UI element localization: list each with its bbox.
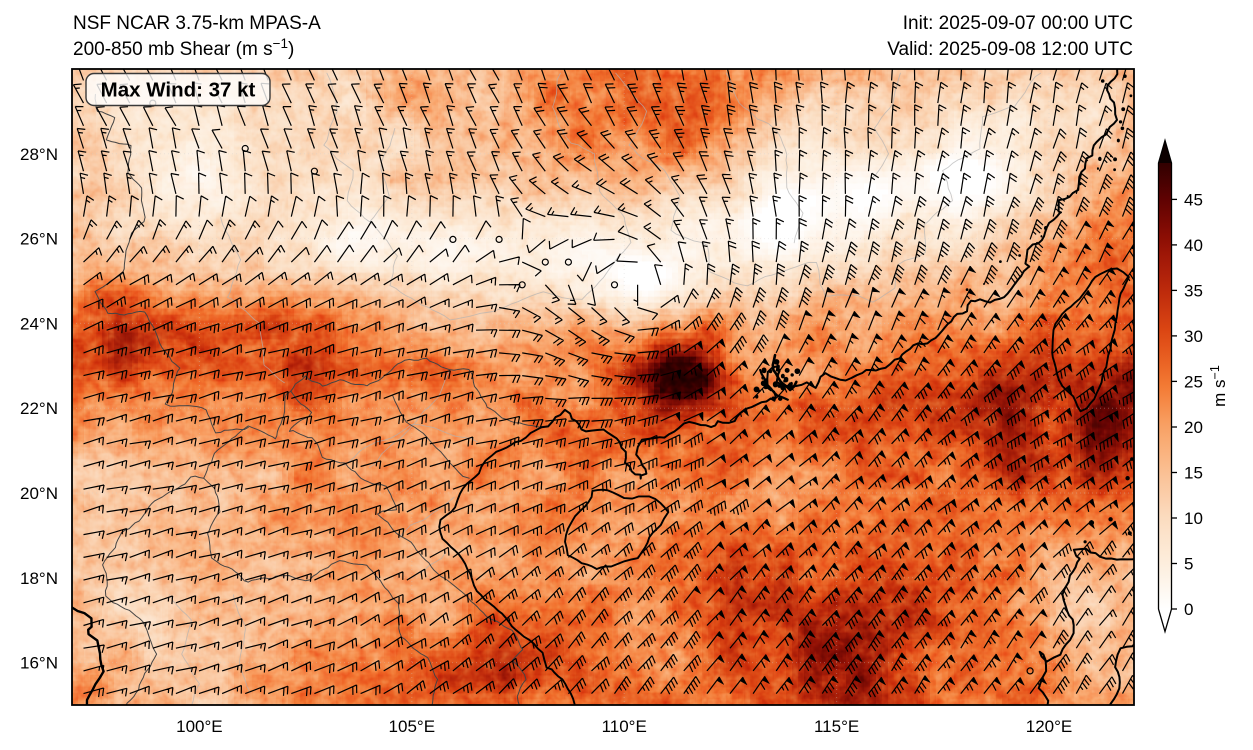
svg-text:Init: 2025-09-07 00:00 UTC: Init: 2025-09-07 00:00 UTC bbox=[903, 13, 1133, 34]
svg-text:26°N: 26°N bbox=[20, 230, 58, 249]
svg-text:22°N: 22°N bbox=[20, 399, 58, 418]
svg-text:28°N: 28°N bbox=[20, 145, 58, 164]
svg-text:NSF NCAR 3.75-km MPAS-A: NSF NCAR 3.75-km MPAS-A bbox=[73, 13, 321, 34]
svg-text:120°E: 120°E bbox=[1026, 717, 1073, 736]
svg-text:Max Wind: 37 kt: Max Wind: 37 kt bbox=[101, 79, 256, 102]
svg-text:15: 15 bbox=[1184, 464, 1203, 483]
svg-text:0: 0 bbox=[1184, 600, 1193, 619]
svg-text:100°E: 100°E bbox=[176, 717, 223, 736]
svg-text:200-850 mb Shear (m s−1): 200-850 mb Shear (m s−1) bbox=[73, 36, 294, 60]
svg-text:24°N: 24°N bbox=[20, 314, 58, 333]
svg-text:20°N: 20°N bbox=[20, 484, 58, 503]
svg-text:m s−1: m s−1 bbox=[1208, 365, 1229, 407]
svg-text:35: 35 bbox=[1184, 281, 1203, 300]
svg-text:45: 45 bbox=[1184, 190, 1203, 209]
svg-text:115°E: 115°E bbox=[814, 717, 859, 736]
svg-text:5: 5 bbox=[1184, 555, 1193, 574]
svg-text:16°N: 16°N bbox=[20, 654, 58, 673]
svg-text:110°E: 110°E bbox=[602, 717, 647, 736]
svg-text:20: 20 bbox=[1184, 418, 1203, 437]
svg-text:Valid: 2025-09-08 12:00 UTC: Valid: 2025-09-08 12:00 UTC bbox=[887, 39, 1133, 60]
svg-text:10: 10 bbox=[1184, 509, 1203, 528]
svg-text:18°N: 18°N bbox=[20, 569, 58, 588]
svg-text:30: 30 bbox=[1184, 327, 1203, 346]
svg-text:105°E: 105°E bbox=[389, 717, 436, 736]
svg-text:25: 25 bbox=[1184, 372, 1203, 391]
svg-text:40: 40 bbox=[1184, 236, 1203, 255]
